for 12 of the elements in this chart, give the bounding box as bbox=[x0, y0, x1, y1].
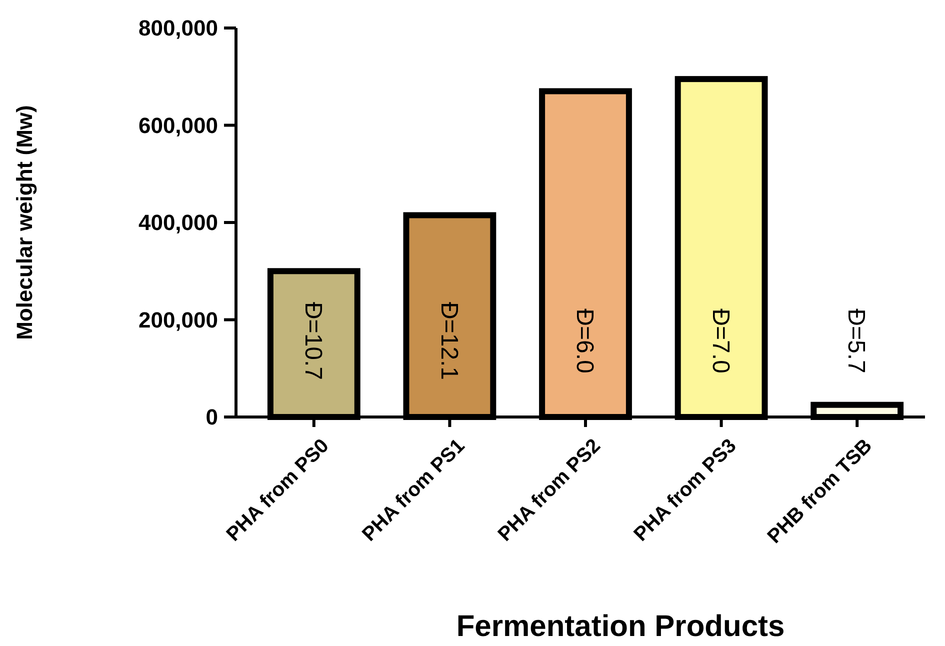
y-tick-label: 200,000 bbox=[138, 307, 218, 332]
y-tick-label: 600,000 bbox=[138, 112, 218, 138]
annotation: Đ=12.1 bbox=[435, 302, 462, 380]
annotation: Đ=5.7 bbox=[842, 308, 870, 374]
y-tick-label: 400,000 bbox=[138, 210, 218, 236]
annotation: Đ=10.7 bbox=[300, 302, 326, 380]
y-tick-label: 800,000 bbox=[138, 16, 218, 41]
annotation: Đ=7.0 bbox=[706, 308, 734, 374]
x-axis-title: Fermentation Products bbox=[456, 610, 785, 643]
y-axis-title: Molecular weight (Mw) bbox=[12, 105, 37, 340]
annotation: Đ=6.0 bbox=[571, 308, 598, 374]
y-tick-label: 0 bbox=[206, 404, 218, 430]
